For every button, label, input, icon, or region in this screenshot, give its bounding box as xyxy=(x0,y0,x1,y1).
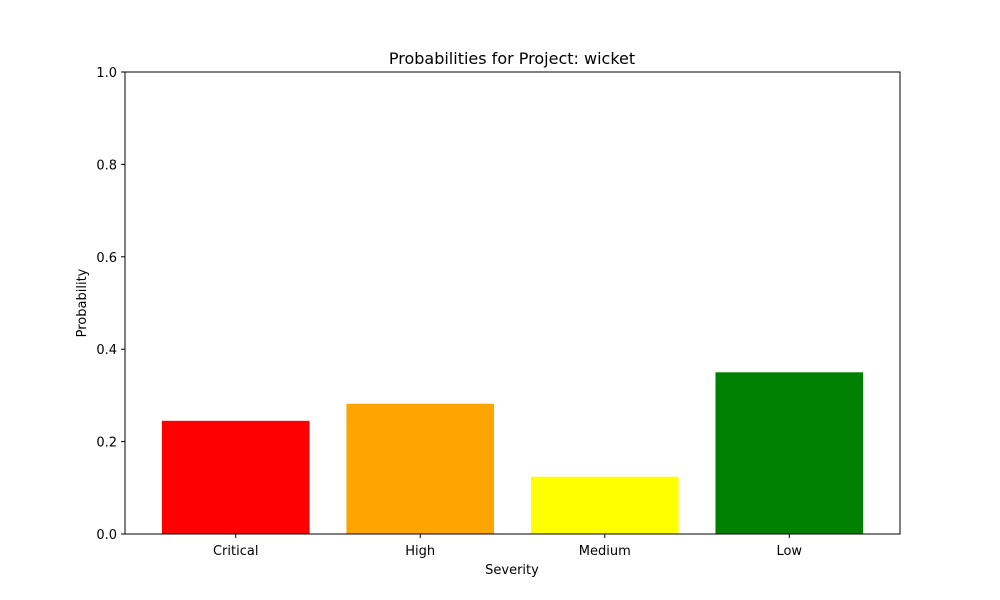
y-tick-label: 0.8 xyxy=(96,158,117,173)
y-axis-label: Probability xyxy=(75,268,90,337)
x-axis-ticks: Critical High Medium Low xyxy=(213,534,802,559)
x-tick-label: Medium xyxy=(579,544,631,559)
x-axis-label: Severity xyxy=(485,563,539,578)
x-tick-label: Low xyxy=(776,544,802,559)
y-tick-label: 0.2 xyxy=(96,436,117,451)
y-axis-ticks: 0.0 0.2 0.4 0.6 0.8 1.0 xyxy=(96,66,125,543)
bar-critical xyxy=(161,420,310,534)
y-tick-label: 0.0 xyxy=(96,528,117,543)
bar-low xyxy=(715,372,864,534)
bar-medium xyxy=(530,476,679,534)
y-tick-label: 1.0 xyxy=(96,66,117,81)
bars-group xyxy=(161,372,864,534)
chart-title: Probabilities for Project: wicket xyxy=(389,49,635,68)
plot-frame xyxy=(124,71,901,535)
y-tick-label: 0.4 xyxy=(96,343,117,358)
x-tick-label: Critical xyxy=(213,544,258,559)
x-tick-label: High xyxy=(405,544,435,559)
y-tick-label: 0.6 xyxy=(96,251,117,266)
bar-high xyxy=(346,403,495,534)
